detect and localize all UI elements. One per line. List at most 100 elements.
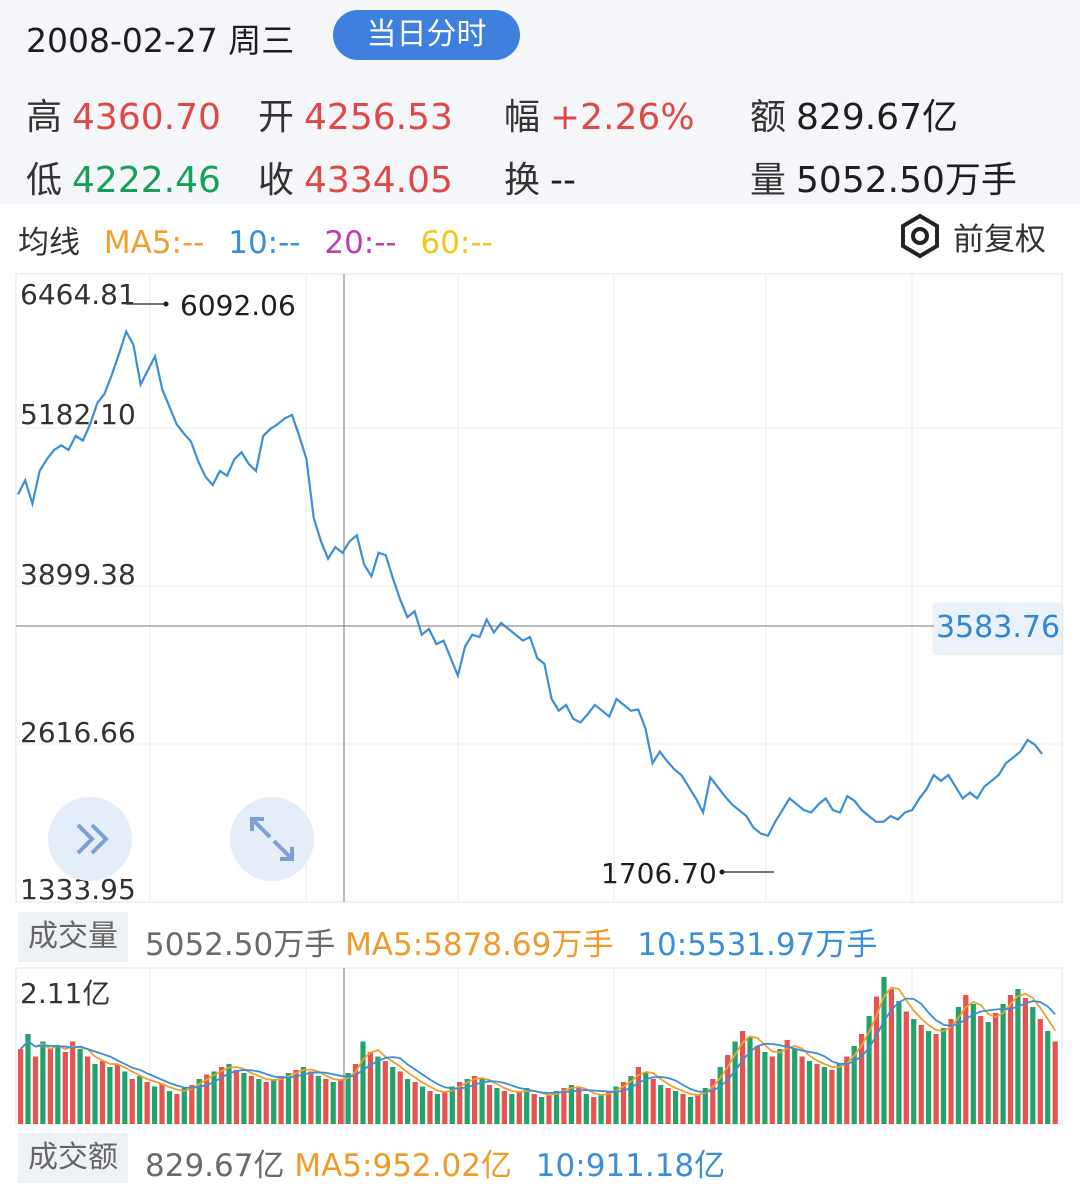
expand-panel-button[interactable] — [48, 797, 132, 881]
volume-bar — [405, 1079, 411, 1124]
volume-bar — [1007, 995, 1014, 1124]
stat-high: 高 4360.70 — [26, 88, 221, 140]
volume-bar — [591, 1097, 597, 1124]
volume-bar — [859, 1034, 865, 1124]
volume-bar — [993, 1013, 999, 1124]
fullscreen-button[interactable] — [230, 797, 314, 881]
volume-bar — [650, 1079, 656, 1124]
volume-bar — [241, 1073, 247, 1124]
volume-bar — [576, 1088, 582, 1124]
stat-open-label: 开 — [258, 97, 295, 138]
volume-bar — [99, 1061, 106, 1124]
stat-high-label: 高 — [26, 97, 63, 138]
volume-bar — [1000, 1004, 1006, 1124]
volume-bar — [204, 1074, 210, 1124]
volume-bar — [881, 977, 887, 1124]
stat-amplitude-label: 幅 — [504, 97, 541, 138]
volume-bar — [658, 1085, 664, 1124]
volume-bar — [263, 1082, 269, 1124]
volume-bar — [271, 1079, 277, 1124]
volume-bar — [449, 1086, 455, 1124]
ma60-value: 60:-- — [420, 225, 493, 261]
stat-close-label: 收 — [258, 160, 295, 201]
volume-bar — [911, 1019, 917, 1124]
volume-bar — [620, 1082, 627, 1124]
volume-bar — [1022, 998, 1028, 1124]
stat-open-value: 4256.53 — [304, 97, 453, 138]
stat-amount: 额 829.67亿 — [750, 88, 958, 140]
stat-low-label: 低 — [26, 160, 63, 201]
volume-bar — [144, 1082, 150, 1124]
volume-bar — [829, 1070, 835, 1124]
volume-bar — [122, 1071, 128, 1124]
stat-close-value: 4334.05 — [304, 160, 453, 201]
volume-bar — [278, 1076, 284, 1124]
volume-bar — [792, 1049, 798, 1124]
max-price-label: 6092.06 — [180, 289, 296, 322]
volume-bar — [516, 1091, 522, 1124]
volume-bar — [598, 1094, 604, 1124]
volume-bar — [673, 1091, 679, 1124]
ma5-value: MA5:-- — [103, 225, 205, 261]
volume-tag[interactable]: 成交量 — [18, 912, 128, 962]
stat-amplitude: 幅 +2.26% — [504, 88, 695, 140]
volume-bar — [419, 1086, 426, 1124]
amount-ma10: 10:911.18亿 — [535, 1148, 726, 1184]
crosshair-price-label: 3583.76 — [934, 603, 1062, 653]
amount-info: 829.67亿 MA5:952.02亿 10:911.18亿 — [145, 1140, 725, 1185]
volume-bar — [1015, 989, 1021, 1124]
volume-bar — [1037, 1019, 1043, 1124]
volume-bar — [55, 1046, 61, 1124]
stat-high-value: 4360.70 — [72, 97, 221, 138]
volume-bar — [457, 1082, 463, 1124]
price-chart[interactable] — [0, 268, 1080, 908]
volume-bar — [233, 1070, 239, 1124]
volume-bar — [1052, 1041, 1058, 1124]
volume-bar — [903, 1011, 909, 1124]
intraday-button[interactable]: 当日分时 — [333, 10, 520, 60]
volume-bar — [211, 1071, 217, 1124]
volume-bar — [360, 1041, 366, 1124]
stat-volume-value: 5052.50万手 — [796, 160, 1017, 201]
volume-bar — [687, 1097, 694, 1124]
volume-bar — [159, 1083, 165, 1124]
volume-bar — [285, 1073, 292, 1124]
volume-bar — [568, 1085, 574, 1124]
volume-bar — [256, 1079, 262, 1124]
volume-bar — [539, 1097, 545, 1124]
volume-bar — [970, 1004, 976, 1124]
trade-date: 2008-02-27 周三 — [26, 21, 295, 60]
volume-bar — [137, 1076, 143, 1124]
volume-bar — [873, 996, 880, 1124]
quote-header: 2008-02-27 周三 当日分时 高 4360.70 开 4256.53 幅 +2… — [0, 0, 1080, 204]
volume-bar — [367, 1052, 373, 1124]
max-marker-dot — [163, 301, 169, 307]
min-marker-dot — [719, 869, 725, 875]
amount-tag[interactable]: 成交额 — [18, 1133, 128, 1183]
volume-bar — [338, 1079, 344, 1124]
stat-amount-label: 额 — [750, 97, 787, 138]
volume-chart[interactable] — [0, 966, 1080, 1126]
volume-bar — [308, 1071, 314, 1124]
volume-bar — [32, 1056, 39, 1124]
adjust-button[interactable]: 前复权 — [897, 210, 1046, 262]
volume-bar — [777, 1049, 783, 1124]
volume-bar — [181, 1088, 187, 1124]
volume-bar — [531, 1094, 537, 1124]
double-chevron-right-icon — [76, 823, 109, 855]
volume-bar — [821, 1067, 827, 1124]
volume-bar — [628, 1076, 634, 1124]
volume-ma10: 10:5531.97万手 — [637, 927, 878, 963]
volume-bar — [725, 1055, 731, 1124]
volume-bar — [434, 1094, 440, 1124]
volume-bar — [323, 1079, 329, 1124]
volume-bar — [784, 1040, 790, 1124]
volume-bar — [174, 1094, 180, 1124]
volume-bar — [844, 1056, 850, 1124]
volume-bar — [189, 1085, 195, 1124]
volume-bar — [47, 1049, 53, 1124]
volume-bar — [695, 1094, 701, 1124]
volume-bar — [583, 1094, 589, 1124]
volume-bar — [382, 1061, 388, 1124]
stat-turnover-label: 换 — [504, 160, 541, 201]
